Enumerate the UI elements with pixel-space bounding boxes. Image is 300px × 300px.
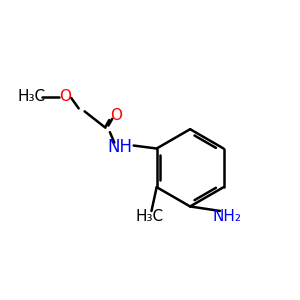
Text: NH: NH bbox=[108, 138, 133, 156]
Text: O: O bbox=[110, 108, 122, 123]
Text: H₃C: H₃C bbox=[136, 209, 164, 224]
Text: NH₂: NH₂ bbox=[213, 209, 242, 224]
Text: O: O bbox=[59, 89, 71, 104]
Text: H₃C: H₃C bbox=[18, 89, 46, 104]
